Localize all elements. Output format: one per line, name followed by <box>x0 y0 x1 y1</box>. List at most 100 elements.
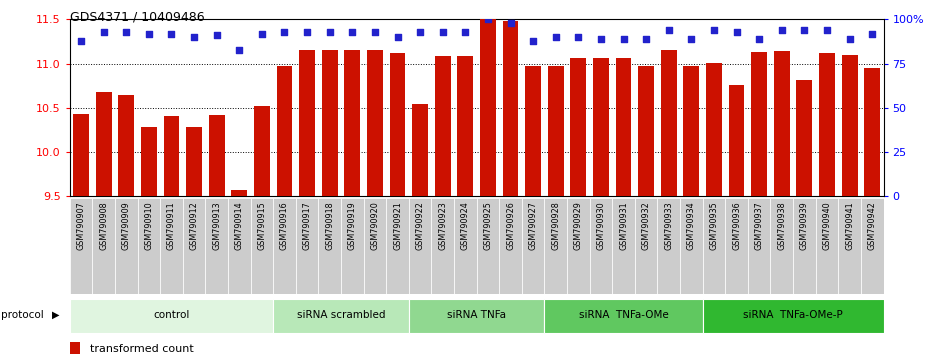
Bar <box>774 51 790 196</box>
Bar <box>770 198 793 294</box>
Text: GSM790932: GSM790932 <box>642 201 651 250</box>
Point <box>96 29 111 35</box>
Point <box>865 31 880 36</box>
Bar <box>725 198 748 294</box>
Bar <box>842 55 857 196</box>
Text: GSM790936: GSM790936 <box>732 201 741 250</box>
Bar <box>544 299 703 333</box>
Point <box>481 17 496 22</box>
Bar <box>525 66 541 196</box>
Text: GSM790938: GSM790938 <box>777 201 786 250</box>
Point <box>819 27 834 33</box>
Text: GSM790907: GSM790907 <box>76 201 86 250</box>
Text: siRNA  TNFa-OMe: siRNA TNFa-OMe <box>578 310 669 320</box>
Bar <box>864 68 880 196</box>
Text: GSM790922: GSM790922 <box>416 201 425 250</box>
Bar <box>729 85 745 196</box>
Point <box>503 20 518 26</box>
Text: GSM790923: GSM790923 <box>438 201 447 250</box>
Point <box>549 34 564 40</box>
Text: GSM790910: GSM790910 <box>144 201 153 250</box>
Point <box>797 27 812 33</box>
Bar <box>793 198 816 294</box>
Point <box>390 34 405 40</box>
Bar <box>364 198 386 294</box>
Bar <box>435 56 451 196</box>
Bar <box>658 198 680 294</box>
Point <box>209 33 224 38</box>
Bar <box>816 198 838 294</box>
Bar <box>748 198 770 294</box>
Point <box>187 34 202 40</box>
Point <box>277 29 292 35</box>
Bar <box>141 127 157 196</box>
Text: ▶: ▶ <box>52 310 60 320</box>
Text: GSM790937: GSM790937 <box>754 201 764 250</box>
Text: GSM790926: GSM790926 <box>506 201 515 250</box>
Text: GSM790908: GSM790908 <box>100 201 108 250</box>
Text: GSM790942: GSM790942 <box>868 201 877 250</box>
Bar <box>409 198 432 294</box>
Point <box>299 29 314 35</box>
Bar <box>138 198 160 294</box>
Point <box>73 38 88 44</box>
Point <box>775 27 790 33</box>
Point <box>729 29 744 35</box>
Bar <box>390 53 405 196</box>
Bar <box>299 50 315 196</box>
Bar <box>409 299 544 333</box>
Bar <box>638 66 654 196</box>
Bar <box>92 198 115 294</box>
Text: GSM790916: GSM790916 <box>280 201 289 250</box>
Bar <box>751 52 767 196</box>
Bar <box>593 58 609 196</box>
Text: GSM790930: GSM790930 <box>596 201 605 250</box>
Bar <box>276 66 292 196</box>
Text: control: control <box>153 310 190 320</box>
Bar <box>386 198 409 294</box>
Text: GSM790933: GSM790933 <box>664 201 673 250</box>
Text: siRNA scrambled: siRNA scrambled <box>297 310 385 320</box>
Text: GSM790914: GSM790914 <box>234 201 244 250</box>
Bar <box>454 198 476 294</box>
Point <box>571 34 586 40</box>
Bar <box>254 106 270 196</box>
Point <box>639 36 654 42</box>
Text: GSM790913: GSM790913 <box>212 201 221 250</box>
Bar <box>612 198 635 294</box>
Text: GSM790927: GSM790927 <box>528 201 538 250</box>
Text: GSM790920: GSM790920 <box>370 201 379 250</box>
Bar <box>567 198 590 294</box>
Bar <box>344 50 360 196</box>
Bar <box>502 21 518 196</box>
Bar <box>480 19 496 196</box>
Bar <box>115 198 138 294</box>
Point <box>843 36 857 42</box>
Bar <box>273 299 409 333</box>
Text: GSM790918: GSM790918 <box>326 201 334 250</box>
Bar <box>861 198 884 294</box>
Point <box>593 36 608 42</box>
Text: GSM790921: GSM790921 <box>393 201 402 250</box>
Bar <box>118 95 134 196</box>
Text: GSM790909: GSM790909 <box>122 201 131 250</box>
Bar <box>522 198 544 294</box>
Point <box>323 29 338 35</box>
Text: GSM790925: GSM790925 <box>484 201 492 250</box>
Bar <box>635 198 658 294</box>
Point <box>616 36 631 42</box>
Bar <box>703 299 884 333</box>
Point <box>164 31 179 36</box>
Text: GSM790911: GSM790911 <box>167 201 176 250</box>
Bar <box>296 198 318 294</box>
Bar <box>232 190 247 196</box>
Text: GSM790928: GSM790928 <box>551 201 560 250</box>
Bar <box>706 63 722 196</box>
Bar <box>367 50 383 196</box>
Bar <box>228 198 250 294</box>
Point <box>458 29 472 35</box>
Text: GSM790939: GSM790939 <box>800 201 809 250</box>
Text: GSM790941: GSM790941 <box>845 201 854 250</box>
Bar <box>96 92 112 196</box>
Bar <box>838 198 861 294</box>
